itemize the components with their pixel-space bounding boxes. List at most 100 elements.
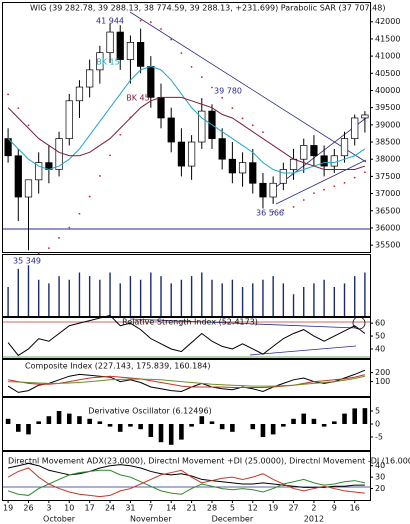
candle-body	[198, 110, 206, 143]
candle-body	[167, 117, 175, 143]
bar	[364, 272, 366, 316]
bar	[37, 279, 40, 316]
bar	[362, 408, 368, 424]
y-tick-label: 38500	[375, 138, 400, 147]
sar-dot	[211, 86, 213, 89]
y-tick-label: 40500	[375, 69, 400, 78]
bar	[7, 287, 9, 316]
indicator-line	[7, 462, 365, 488]
y-tick-label: 37000	[375, 189, 400, 198]
bar	[303, 287, 305, 316]
y-tick-label: 40	[375, 344, 385, 353]
candle-body	[106, 31, 114, 54]
annotation: 39 780	[214, 87, 242, 96]
y-tick-label: 35500	[375, 241, 400, 250]
y-tick-label: 5	[375, 407, 380, 416]
bar	[179, 424, 184, 440]
x-tick-label: 21	[187, 504, 197, 513]
bar	[128, 424, 133, 427]
candle-body	[351, 117, 359, 139]
bar	[281, 424, 286, 427]
trend-line	[249, 345, 357, 356]
bar	[252, 283, 254, 316]
candle-body	[96, 52, 104, 71]
bar	[5, 418, 11, 424]
candle-body	[126, 42, 135, 60]
y-tick-label: 41000	[375, 52, 400, 61]
y-tick-label: 200	[375, 368, 390, 377]
moving-average	[7, 65, 366, 174]
bar	[139, 279, 142, 316]
bar	[99, 279, 101, 316]
panel-title: Directnl Movement ADX(23.0000), Directnl…	[8, 457, 410, 466]
x-tick-label: 17	[85, 504, 95, 513]
sar-dot	[282, 209, 285, 212]
sar-dot	[292, 205, 295, 208]
sar-dot	[109, 154, 111, 157]
bar	[87, 418, 92, 424]
bar	[66, 413, 72, 424]
overlay-label: BK 15	[96, 58, 119, 67]
bar	[209, 421, 215, 424]
y-tick-label: 100	[375, 377, 390, 386]
y-tick-label: 60	[375, 319, 385, 328]
bar	[180, 279, 183, 316]
bar	[129, 276, 132, 316]
sar-dot	[37, 252, 40, 255]
candle-body	[289, 158, 298, 170]
bar	[138, 424, 143, 430]
sar-dot	[272, 210, 275, 213]
sar-dot	[251, 124, 254, 127]
sar-dot	[333, 185, 336, 188]
composite-panel	[2, 359, 371, 397]
panel-title: Derivative Oscillator (6.12496)	[88, 407, 211, 416]
rsi-panel	[2, 317, 371, 359]
moving-average	[7, 96, 366, 171]
bar	[78, 272, 81, 316]
bar	[272, 276, 274, 316]
sar-dot	[241, 117, 244, 120]
bar	[168, 424, 174, 445]
candle-body	[177, 141, 186, 167]
indicator-line	[7, 314, 366, 357]
frames	[2, 2, 371, 501]
bar	[211, 279, 213, 316]
bar	[48, 283, 50, 316]
panel-title: Composite Index (227.143, 175.839, 160.1…	[25, 362, 210, 371]
bar	[190, 276, 193, 316]
dmi-panel	[2, 451, 371, 501]
x-tick-label: 24	[105, 504, 115, 513]
y-tick-label: 40	[375, 461, 385, 470]
bar	[97, 421, 103, 424]
candle-body	[218, 138, 226, 160]
bar	[342, 413, 347, 424]
trend-line	[271, 117, 367, 191]
bar	[230, 424, 235, 432]
sar-dot	[302, 199, 305, 201]
bar	[189, 424, 194, 427]
sar-dot	[119, 133, 122, 136]
x-tick-label: 10	[64, 504, 74, 513]
sar-dot	[160, 28, 162, 30]
candle-body	[228, 158, 236, 174]
x-tick-label: 12	[248, 504, 258, 513]
x-tick-label: 7	[148, 504, 153, 513]
bar	[333, 287, 336, 316]
month-label: 2012	[304, 515, 324, 524]
sar-dot	[78, 212, 81, 215]
bar	[46, 416, 52, 424]
sar-dot	[139, 19, 142, 22]
volume-panel	[2, 254, 371, 317]
x-tick-label: 2	[311, 504, 316, 513]
bar	[292, 294, 295, 316]
sar-dot	[7, 93, 9, 96]
sar-dot	[200, 76, 203, 79]
x-tick-label: 28	[207, 504, 217, 513]
sar-dot	[231, 107, 234, 109]
annotation: 41 944	[96, 17, 124, 26]
sar-dot	[47, 247, 50, 250]
bar	[148, 424, 154, 437]
indicator-line	[8, 375, 366, 387]
bar	[56, 411, 62, 424]
sar-dot	[58, 236, 60, 239]
